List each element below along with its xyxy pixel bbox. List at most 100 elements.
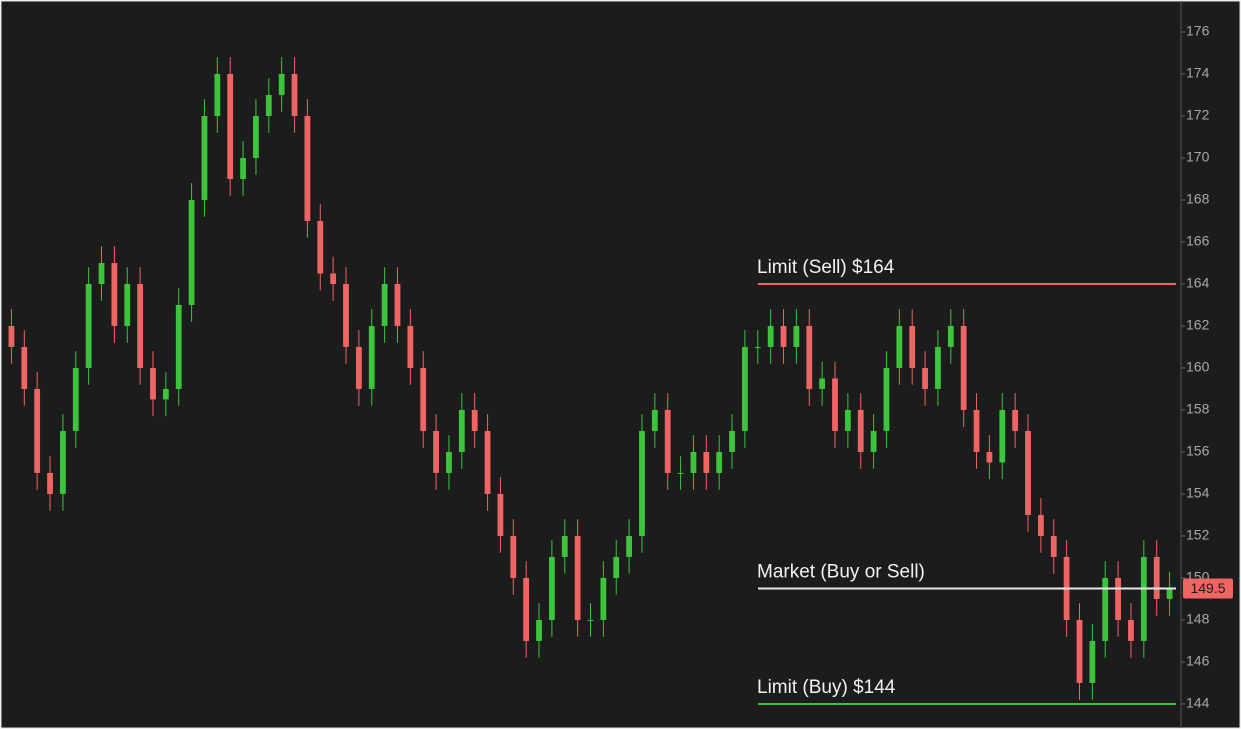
candle-body: [561, 535, 568, 557]
candle-body: [98, 262, 105, 284]
y-tick-label: 174: [1186, 65, 1210, 81]
candle-body: [639, 430, 645, 536]
last-price-badge: [1183, 578, 1233, 599]
candle-body: [304, 115, 311, 221]
y-tick-label: 154: [1186, 485, 1210, 501]
candle-body: [291, 73, 298, 116]
candle-body: [317, 220, 324, 274]
candle-body: [34, 388, 41, 473]
y-tick-label: 158: [1186, 401, 1210, 417]
candle-body: [214, 73, 221, 116]
candle-body: [870, 430, 877, 452]
candle-body: [549, 556, 555, 620]
candle-body: [265, 94, 272, 116]
last-price-label: 149.5: [1190, 580, 1225, 596]
candle-body: [278, 73, 285, 95]
candle-body: [664, 409, 671, 473]
y-tick-label: 144: [1186, 695, 1210, 711]
y-tick-label: 160: [1186, 359, 1210, 375]
candle-body: [1115, 577, 1121, 620]
y-tick-label: 146: [1186, 653, 1210, 669]
price-level-label: Limit (Buy) $144: [757, 677, 896, 698]
candle-body: [330, 273, 337, 284]
candle-body: [162, 388, 169, 400]
candle-body: [188, 199, 195, 305]
candle-body: [883, 367, 890, 431]
candle-body: [806, 325, 813, 389]
candle-body: [896, 325, 903, 368]
candle-body: [986, 451, 993, 463]
candle-body: [1050, 535, 1057, 557]
candle-body: [819, 378, 826, 389]
candle-body: [227, 73, 234, 179]
candle-body: [240, 157, 246, 179]
candle-body: [446, 451, 452, 473]
y-tick-label: 162: [1186, 317, 1210, 333]
candle-body: [150, 367, 156, 400]
candle-body: [716, 451, 723, 473]
candle-body: [960, 325, 967, 410]
candle-body: [484, 430, 491, 494]
candle-body: [175, 304, 182, 389]
y-tick-label: 156: [1186, 443, 1210, 459]
candle-body: [574, 535, 581, 620]
candle-body: [381, 283, 388, 326]
candle-body: [600, 577, 607, 620]
candle-body: [767, 325, 774, 347]
candle-body: [510, 535, 517, 578]
candle-body: [111, 262, 118, 326]
candle-body: [1037, 514, 1044, 536]
candle-body: [729, 430, 735, 452]
candle-body: [742, 346, 748, 431]
y-tick-label: 172: [1186, 107, 1210, 123]
candle-body: [754, 346, 761, 348]
candle-body: [935, 346, 941, 389]
candle-body: [857, 409, 864, 452]
candle-body: [355, 346, 362, 389]
candle-body: [394, 283, 401, 326]
candle-body: [1128, 619, 1134, 641]
candle-body: [253, 115, 259, 158]
candle-body: [973, 409, 980, 452]
candle-body: [523, 577, 530, 641]
candle-body: [1166, 588, 1173, 599]
candle-body: [832, 378, 838, 431]
candle-body: [613, 556, 620, 578]
candle-body: [343, 283, 349, 347]
candle-body: [458, 409, 465, 452]
y-tick-label: 168: [1186, 191, 1210, 207]
candle-body: [368, 325, 375, 389]
candle-body: [780, 325, 787, 347]
candle-body: [690, 451, 697, 473]
candle-body: [677, 472, 684, 474]
candle-body: [471, 409, 478, 431]
candle-body: [587, 619, 594, 621]
candle-body: [909, 325, 916, 368]
candle-body: [1102, 577, 1109, 641]
candle-body: [21, 346, 28, 389]
candle-body: [137, 283, 144, 368]
candle-body: [1076, 619, 1083, 683]
y-tick-label: 164: [1186, 275, 1210, 291]
candle-body: [1140, 556, 1147, 641]
y-tick-label: 152: [1186, 527, 1210, 543]
candle-body: [8, 325, 15, 347]
candle-body: [844, 409, 851, 431]
candle-body: [407, 325, 414, 368]
candle-body: [651, 409, 658, 431]
y-tick-label: 148: [1186, 611, 1210, 627]
candle-body: [85, 283, 92, 368]
candle-body: [922, 367, 928, 389]
candle-body: [1025, 430, 1031, 515]
candle-body: [626, 535, 632, 557]
price-level-label: Market (Buy or Sell): [757, 561, 925, 582]
candle-body: [72, 367, 79, 431]
candle-body: [1089, 640, 1096, 683]
candle-body: [201, 115, 208, 200]
candle-body: [999, 409, 1006, 463]
candle-body: [420, 367, 427, 431]
candle-body: [1153, 556, 1160, 599]
candle-body: [497, 493, 504, 536]
